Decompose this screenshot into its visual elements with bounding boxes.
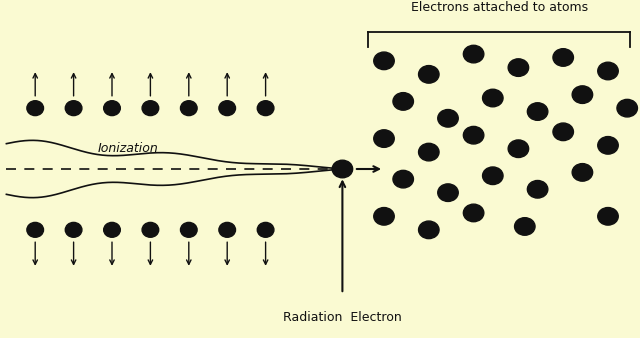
- Ellipse shape: [257, 101, 274, 116]
- Ellipse shape: [219, 101, 236, 116]
- Ellipse shape: [180, 101, 197, 116]
- Ellipse shape: [483, 167, 503, 185]
- Ellipse shape: [553, 49, 573, 66]
- Ellipse shape: [483, 89, 503, 107]
- Ellipse shape: [438, 184, 458, 201]
- Ellipse shape: [393, 170, 413, 188]
- Ellipse shape: [142, 222, 159, 237]
- Ellipse shape: [419, 221, 439, 239]
- Ellipse shape: [27, 101, 44, 116]
- Text: Radiation  Electron: Radiation Electron: [283, 311, 402, 324]
- Text: Electrons attached to atoms: Electrons attached to atoms: [411, 1, 588, 14]
- Ellipse shape: [257, 222, 274, 237]
- Ellipse shape: [374, 130, 394, 147]
- Ellipse shape: [104, 101, 120, 116]
- Ellipse shape: [104, 222, 120, 237]
- Ellipse shape: [419, 143, 439, 161]
- Ellipse shape: [419, 66, 439, 83]
- Text: Ionization: Ionization: [98, 143, 158, 155]
- Ellipse shape: [27, 222, 44, 237]
- Ellipse shape: [65, 222, 82, 237]
- Ellipse shape: [515, 218, 535, 235]
- Ellipse shape: [463, 126, 484, 144]
- Ellipse shape: [508, 140, 529, 158]
- Ellipse shape: [572, 86, 593, 103]
- Ellipse shape: [572, 164, 593, 181]
- Ellipse shape: [180, 222, 197, 237]
- Ellipse shape: [598, 137, 618, 154]
- Ellipse shape: [463, 45, 484, 63]
- Ellipse shape: [527, 103, 548, 120]
- Ellipse shape: [393, 93, 413, 110]
- Ellipse shape: [527, 180, 548, 198]
- Ellipse shape: [598, 62, 618, 80]
- Ellipse shape: [332, 160, 353, 178]
- Ellipse shape: [438, 110, 458, 127]
- Ellipse shape: [142, 101, 159, 116]
- Ellipse shape: [598, 208, 618, 225]
- Ellipse shape: [617, 99, 637, 117]
- Ellipse shape: [374, 208, 394, 225]
- Ellipse shape: [463, 204, 484, 222]
- Ellipse shape: [219, 222, 236, 237]
- Ellipse shape: [374, 52, 394, 70]
- Ellipse shape: [553, 123, 573, 141]
- Ellipse shape: [65, 101, 82, 116]
- Ellipse shape: [508, 59, 529, 76]
